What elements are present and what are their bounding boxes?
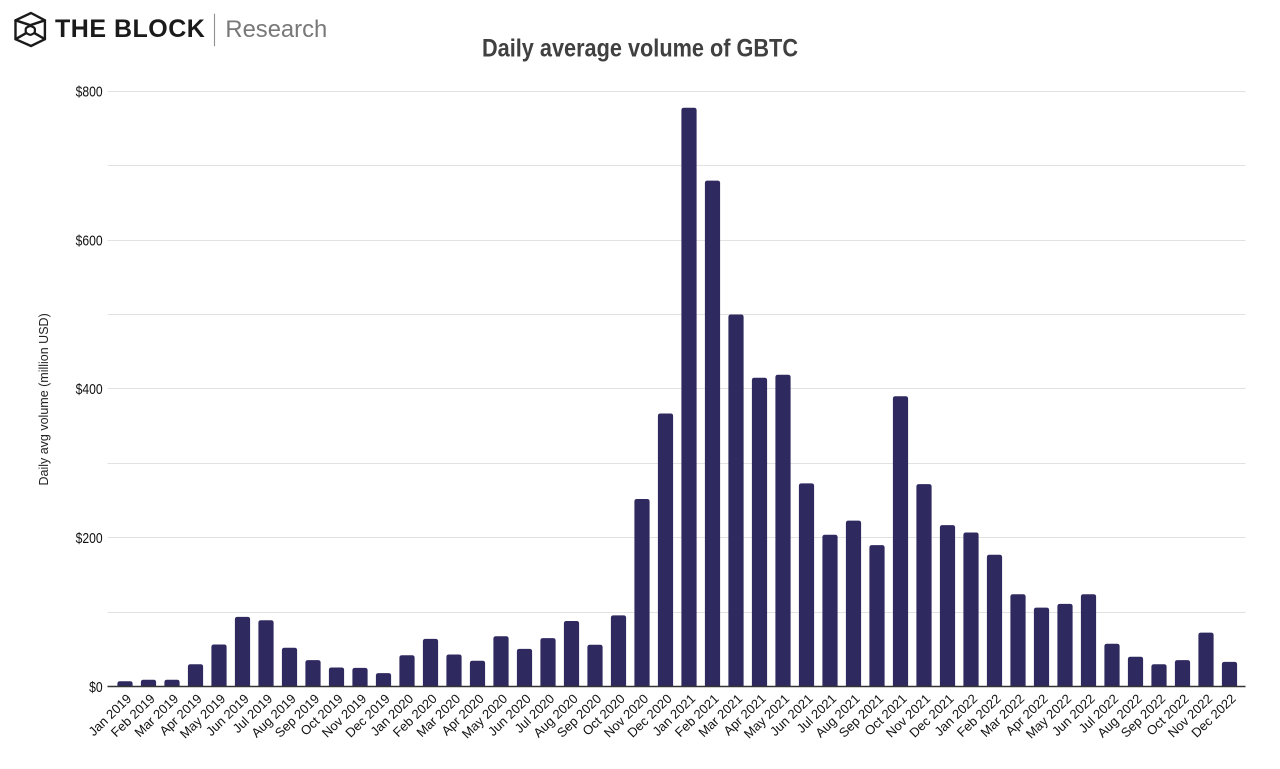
svg-text:$400: $400	[76, 381, 103, 398]
svg-text:$200: $200	[76, 530, 103, 547]
svg-text:$0: $0	[89, 679, 103, 696]
svg-text:Daily avg volume (million USD): Daily avg volume (million USD)	[37, 313, 51, 485]
svg-text:Research: Research	[225, 16, 327, 43]
svg-text:Daily average volume of GBTC: Daily average volume of GBTC	[482, 34, 798, 62]
svg-text:$800: $800	[76, 84, 103, 101]
svg-text:$600: $600	[76, 232, 103, 249]
svg-text:THE BLOCK: THE BLOCK	[55, 15, 205, 43]
